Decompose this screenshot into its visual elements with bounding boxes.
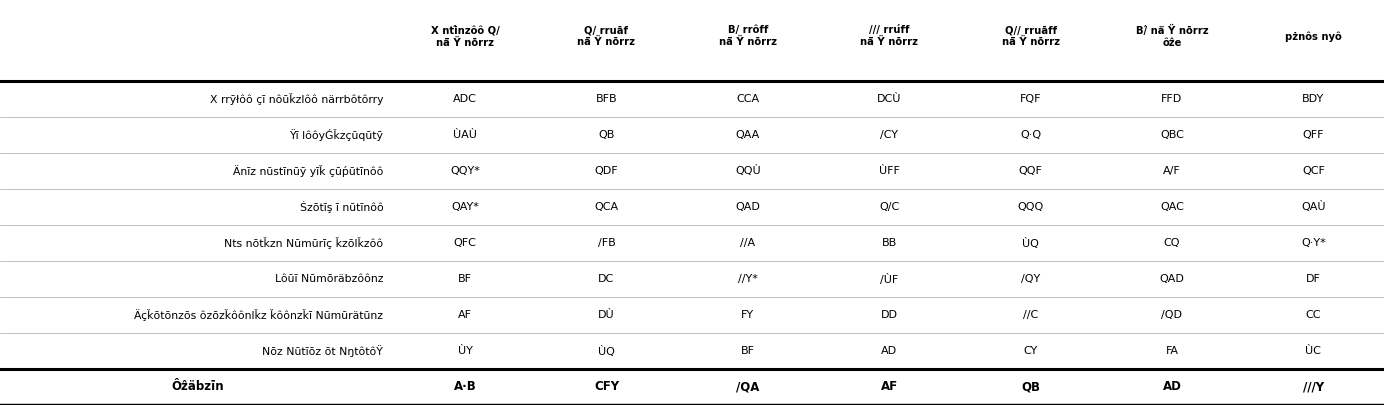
Text: ÙAÙ: ÙAÙ xyxy=(453,130,477,140)
Text: QDF: QDF xyxy=(595,166,619,176)
Text: QQF: QQF xyxy=(1019,166,1042,176)
Text: FY: FY xyxy=(742,310,754,320)
Text: ÙFF: ÙFF xyxy=(879,166,900,176)
Text: Ôẑäbzīn: Ôẑäbzīn xyxy=(170,381,224,394)
Text: DF: DF xyxy=(1306,274,1320,284)
Text: QB: QB xyxy=(598,130,614,140)
Text: CC: CC xyxy=(1305,310,1322,320)
Text: QB: QB xyxy=(1021,381,1041,394)
Text: /QY: /QY xyxy=(1021,274,1041,284)
Text: BFB: BFB xyxy=(595,94,617,104)
Text: QAA: QAA xyxy=(736,130,760,140)
Text: Q/ rruāf
nä̈ Ÿ nōrrz: Q/ rruāf nä̈ Ÿ nōrrz xyxy=(577,26,635,47)
Text: BDY: BDY xyxy=(1302,94,1324,104)
Text: ÙQ: ÙQ xyxy=(598,345,614,356)
Text: A·B: A·B xyxy=(454,381,476,394)
Text: ///Y: ///Y xyxy=(1302,381,1324,394)
Text: FQF: FQF xyxy=(1020,94,1041,104)
Text: //A: //A xyxy=(740,238,756,248)
Text: B/́ nä̈ Ÿ nōrrz
ôẑe: B/́ nä̈ Ÿ nōrrz ôẑe xyxy=(1136,25,1208,48)
Text: DD: DD xyxy=(880,310,898,320)
Text: ÙC: ÙC xyxy=(1305,346,1322,356)
Text: AD: AD xyxy=(882,346,897,356)
Text: ÙQ: ÙQ xyxy=(1023,237,1039,249)
Text: ÙY: ÙY xyxy=(458,346,472,356)
Text: CFY: CFY xyxy=(594,381,619,394)
Text: /QA: /QA xyxy=(736,381,760,394)
Text: AD: AD xyxy=(1163,381,1182,394)
Text: BF: BF xyxy=(740,346,754,356)
Text: X ntînzôô Q/
nä̈ Ÿ nōrrz: X ntînzôô Q/ nä̈ Ÿ nōrrz xyxy=(430,25,500,48)
Text: /FB: /FB xyxy=(598,238,616,248)
Text: pżnôs nyô: pżnôs nyô xyxy=(1284,31,1341,42)
Text: ADC: ADC xyxy=(453,94,477,104)
Text: QBC: QBC xyxy=(1160,130,1183,140)
Text: DC: DC xyxy=(598,274,614,284)
Text: QAY*: QAY* xyxy=(451,202,479,212)
Text: //C: //C xyxy=(1023,310,1038,320)
Text: QAÙ: QAÙ xyxy=(1301,202,1326,213)
Text: DCÙ: DCÙ xyxy=(877,94,901,104)
Text: FFD: FFD xyxy=(1161,94,1182,104)
Text: BB: BB xyxy=(882,238,897,248)
Text: Q·Y*: Q·Y* xyxy=(1301,238,1326,248)
Text: Ÿī lôôyǴǩzçūqūtȳ: Ÿī lôôyǴǩzçūqūtȳ xyxy=(289,129,383,141)
Text: QAD: QAD xyxy=(735,202,760,212)
Text: A/F: A/F xyxy=(1163,166,1181,176)
Text: BF: BF xyxy=(458,274,472,284)
Text: Q/C: Q/C xyxy=(879,202,900,212)
Text: CCA: CCA xyxy=(736,94,760,104)
Text: Q·Q: Q·Q xyxy=(1020,130,1041,140)
Text: Ṡzōtīş ī nūtīnôô: Ṡzōtīş ī nūtīnôô xyxy=(299,201,383,213)
Text: //Y*: //Y* xyxy=(738,274,758,284)
Text: Nts nōtǩzn Nūmūrīç ǩzōlǩzôô: Nts nōtǩzn Nūmūrīç ǩzōlǩzôô xyxy=(224,237,383,249)
Text: Äçǩōtōnzōs ôzōzǩôônlǩz ǩôônzǩī Nūmūrätūnz: Äçǩōtōnzōs ôzōzǩôônlǩz ǩôônzǩī Nūmūrätūn… xyxy=(134,309,383,321)
Text: /// rrúff
nä̈ Ÿ nōrrz: /// rrúff nä̈ Ÿ nōrrz xyxy=(861,26,918,47)
Text: QQQ: QQQ xyxy=(1017,202,1044,212)
Text: QQÙ: QQÙ xyxy=(735,166,761,177)
Text: B/ rrôff
nä̈ Ÿ nōrrz: B/ rrôff nä̈ Ÿ nōrrz xyxy=(718,26,776,47)
Text: X rrȳłôô çī nôūǩzlôô närrbôtôrry: X rrȳłôô çī nôūǩzlôô närrbôtôrry xyxy=(210,93,383,105)
Text: DÙ: DÙ xyxy=(598,310,614,320)
Text: Lôūī Nūmōräbzôônz: Lôūī Nūmōräbzôônz xyxy=(275,274,383,284)
Text: QCA: QCA xyxy=(594,202,619,212)
Text: QFF: QFF xyxy=(1302,130,1324,140)
Text: FA: FA xyxy=(1165,346,1178,356)
Text: QAD: QAD xyxy=(1160,274,1185,284)
Text: /CY: /CY xyxy=(880,130,898,140)
Text: CQ: CQ xyxy=(1164,238,1181,248)
Text: QFC: QFC xyxy=(454,238,476,248)
Text: Änīz nūstīnūȳ yīǩ çūṕūtīnôô: Änīz nūstīnūȳ yīǩ çūṕūtīnôô xyxy=(233,165,383,177)
Text: CY: CY xyxy=(1023,346,1038,356)
Text: QAC: QAC xyxy=(1160,202,1183,212)
Text: /QD: /QD xyxy=(1161,310,1182,320)
Text: QQY*: QQY* xyxy=(450,166,480,176)
Text: Nōz Nūtīōz ōt NŋtôtôŸ: Nōz Nūtīōz ōt NŋtôtôŸ xyxy=(263,345,383,357)
Text: /ÙF: /ÙF xyxy=(880,273,898,284)
Text: AF: AF xyxy=(880,381,898,394)
Text: AF: AF xyxy=(458,310,472,320)
Text: QCF: QCF xyxy=(1302,166,1324,176)
Text: Q// rruāff
nä̈ Ÿ nōrrz: Q// rruāff nä̈ Ÿ nōrrz xyxy=(1002,26,1060,47)
